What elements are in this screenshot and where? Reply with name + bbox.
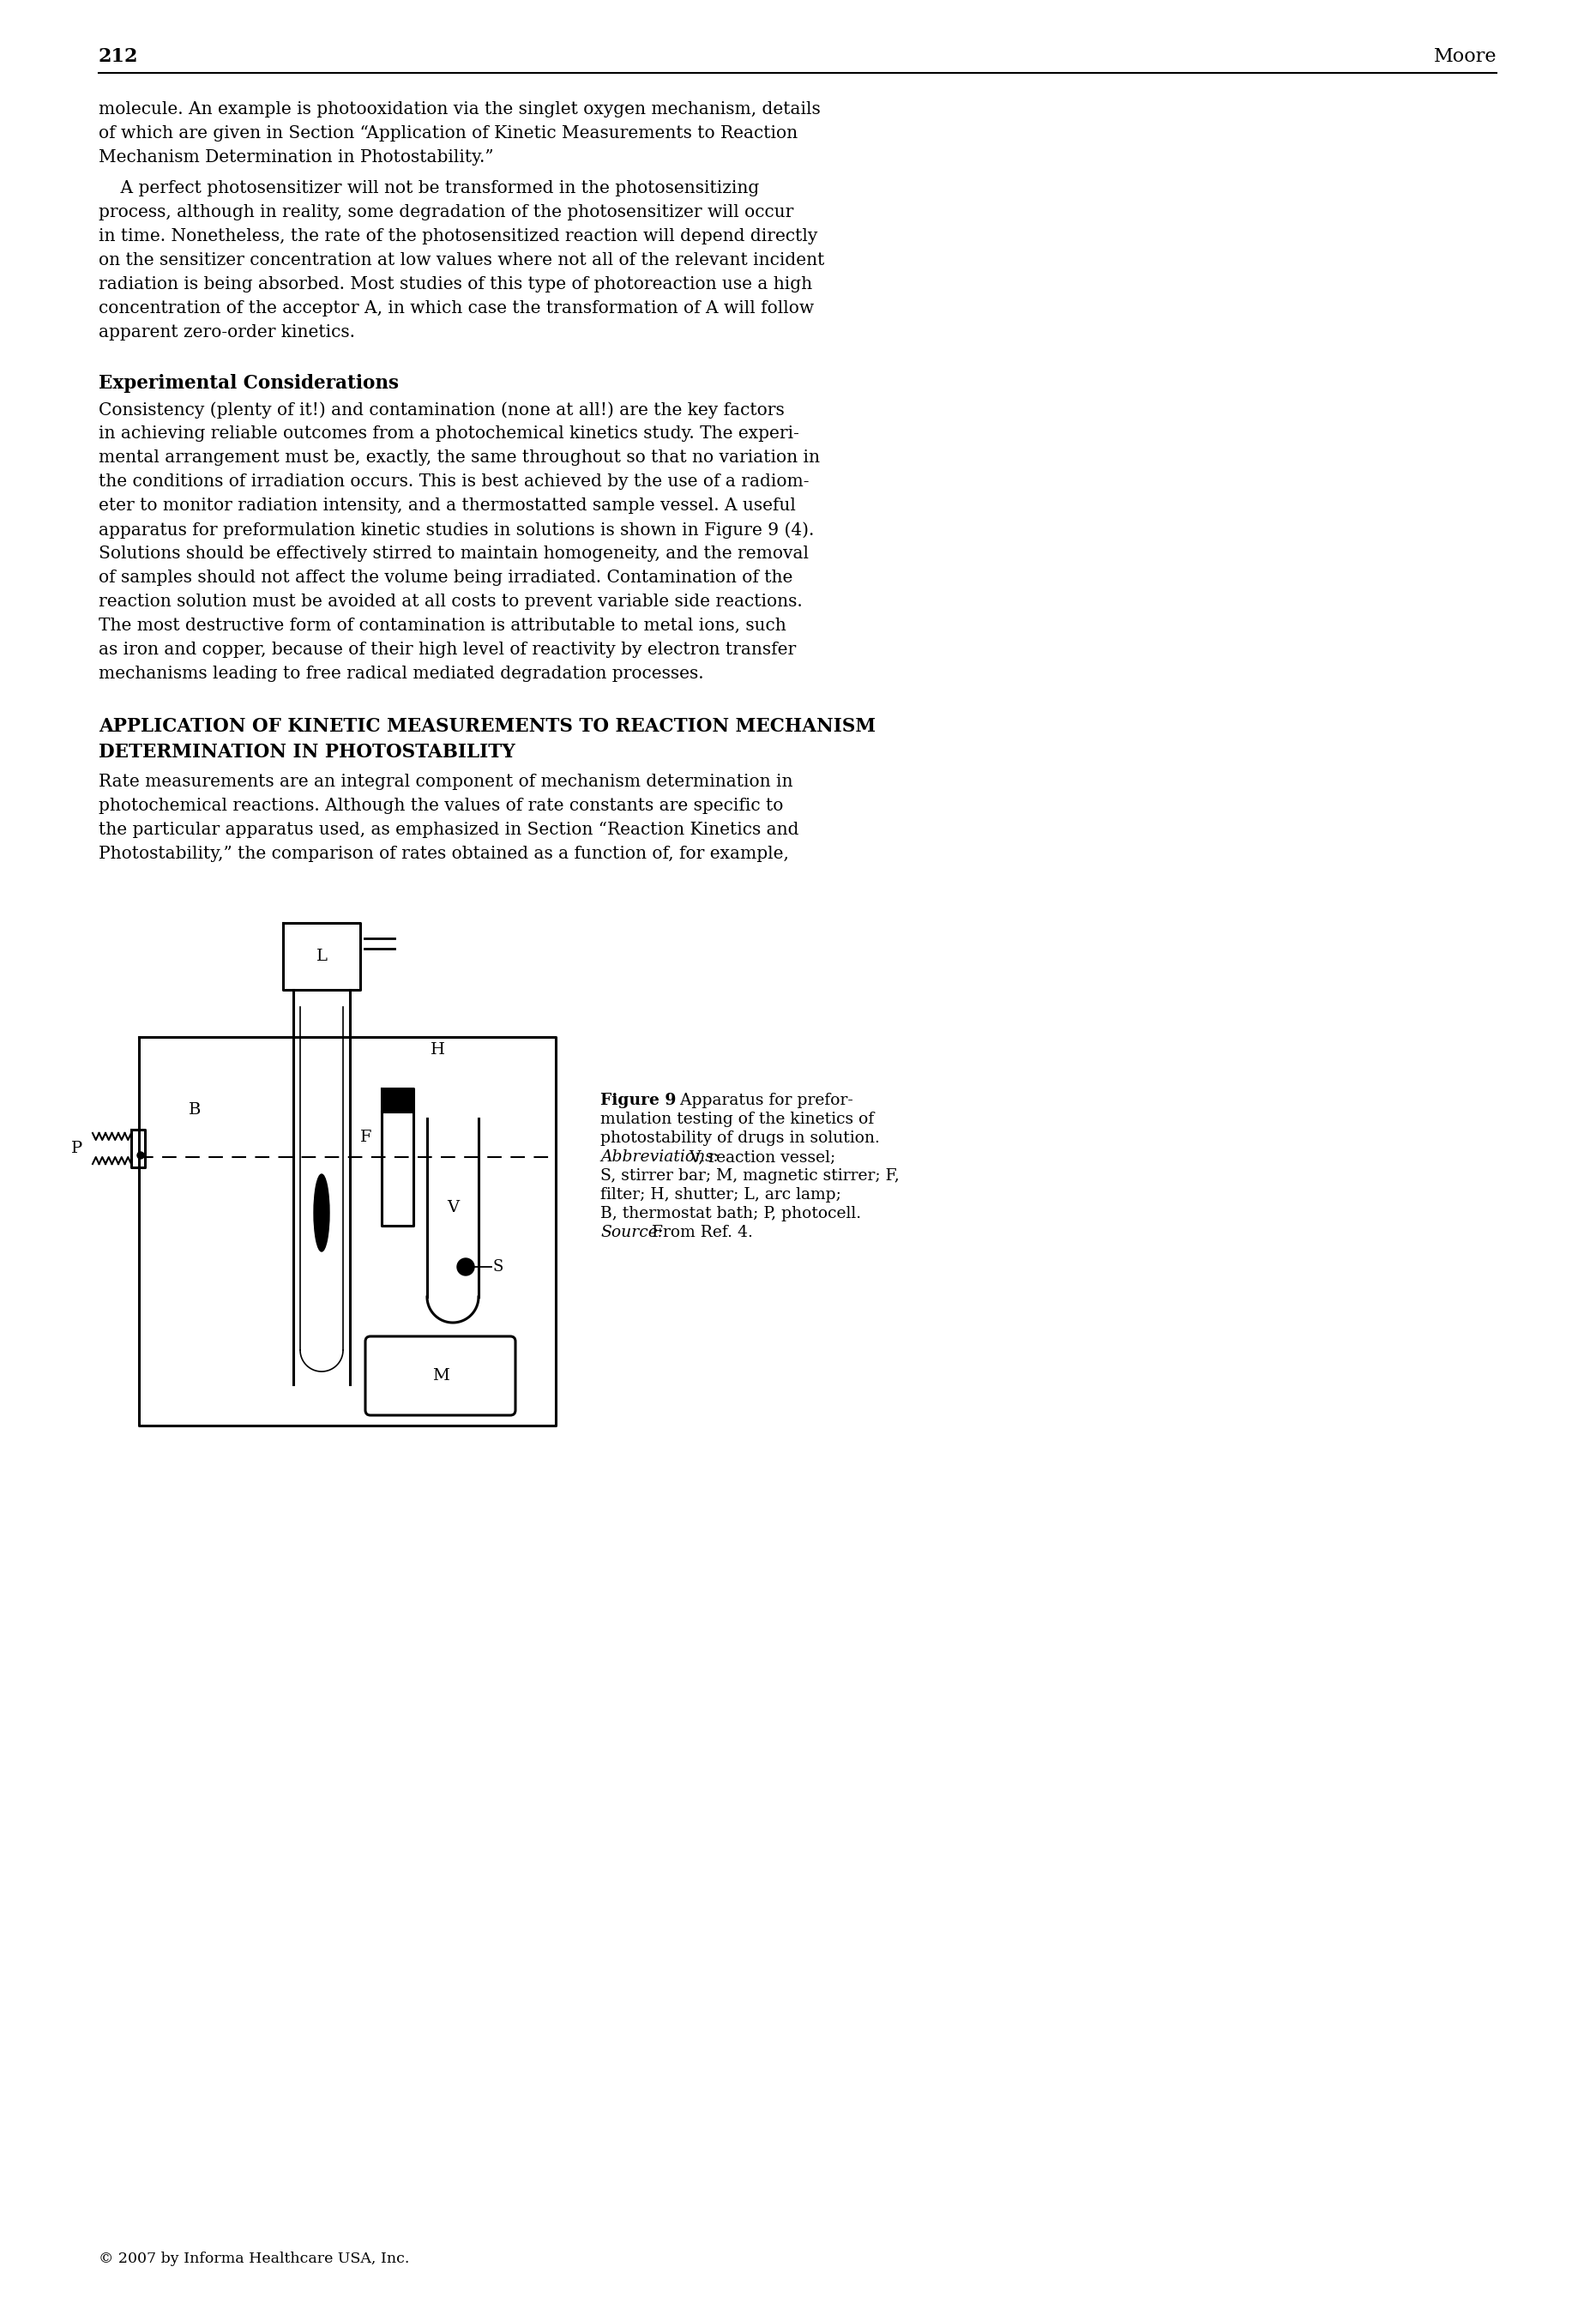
Text: H: H <box>431 1043 445 1057</box>
Text: V, reaction vessel;: V, reaction vessel; <box>685 1149 836 1165</box>
Text: Mechanism Determination in Photostability.”: Mechanism Determination in Photostabilit… <box>99 150 493 166</box>
Text: concentration of the acceptor A, in which case the transformation of A will foll: concentration of the acceptor A, in whic… <box>99 299 814 316</box>
Text: From Ref. 4.: From Ref. 4. <box>646 1225 753 1241</box>
Text: mental arrangement must be, exactly, the same throughout so that no variation in: mental arrangement must be, exactly, the… <box>99 449 820 465</box>
Text: Abbreviations:: Abbreviations: <box>600 1149 718 1165</box>
Circle shape <box>137 1152 144 1158</box>
Text: F: F <box>359 1131 372 1145</box>
Text: B, thermostat bath; P, photocell.: B, thermostat bath; P, photocell. <box>600 1207 862 1221</box>
Text: © 2007 by Informa Healthcare USA, Inc.: © 2007 by Informa Healthcare USA, Inc. <box>99 2252 410 2266</box>
Text: A perfect photosensitizer will not be transformed in the photosensitizing: A perfect photosensitizer will not be tr… <box>99 180 760 196</box>
Text: B: B <box>188 1103 201 1117</box>
Text: L: L <box>316 949 327 965</box>
Text: on the sensitizer concentration at low values where not all of the relevant inci: on the sensitizer concentration at low v… <box>99 251 825 269</box>
Text: Photostability,” the comparison of rates obtained as a function of, for example,: Photostability,” the comparison of rates… <box>99 845 788 861</box>
Text: Source:: Source: <box>600 1225 664 1241</box>
Ellipse shape <box>314 1175 329 1251</box>
Text: of which are given in Section “Application of Kinetic Measurements to Reaction: of which are given in Section “Applicati… <box>99 124 798 140</box>
Text: radiation is being absorbed. Most studies of this type of photoreaction use a hi: radiation is being absorbed. Most studie… <box>99 276 812 292</box>
Polygon shape <box>381 1089 413 1112</box>
Text: S, stirrer bar; M, magnetic stirrer; F,: S, stirrer bar; M, magnetic stirrer; F, <box>600 1168 900 1184</box>
Text: in achieving reliable outcomes from a photochemical kinetics study. The experi-: in achieving reliable outcomes from a ph… <box>99 426 800 442</box>
Text: eter to monitor radiation intensity, and a thermostatted sample vessel. A useful: eter to monitor radiation intensity, and… <box>99 497 796 514</box>
Text: in time. Nonetheless, the rate of the photosensitized reaction will depend direc: in time. Nonetheless, the rate of the ph… <box>99 228 817 244</box>
Text: the particular apparatus used, as emphasized in Section “Reaction Kinetics and: the particular apparatus used, as emphas… <box>99 822 800 838</box>
Text: the conditions of irradiation occurs. This is best achieved by the use of a radi: the conditions of irradiation occurs. Th… <box>99 474 809 491</box>
Text: Consistency (plenty of it!) and contamination (none at all!) are the key factors: Consistency (plenty of it!) and contamin… <box>99 401 785 419</box>
Text: V: V <box>447 1200 460 1216</box>
FancyBboxPatch shape <box>365 1336 516 1416</box>
Text: Rate measurements are an integral component of mechanism determination in: Rate measurements are an integral compon… <box>99 774 793 790</box>
Text: photochemical reactions. Although the values of rate constants are specific to: photochemical reactions. Although the va… <box>99 797 784 813</box>
Text: The most destructive form of contamination is attributable to metal ions, such: The most destructive form of contaminati… <box>99 617 787 633</box>
Text: mulation testing of the kinetics of: mulation testing of the kinetics of <box>600 1112 875 1126</box>
Text: S: S <box>493 1260 504 1274</box>
Text: Solutions should be effectively stirred to maintain homogeneity, and the removal: Solutions should be effectively stirred … <box>99 546 809 562</box>
Text: M: M <box>433 1368 448 1384</box>
Text: Figure 9: Figure 9 <box>600 1092 677 1108</box>
Text: Apparatus for prefor-: Apparatus for prefor- <box>664 1092 854 1108</box>
Text: Experimental Considerations: Experimental Considerations <box>99 373 399 394</box>
Text: P: P <box>72 1140 83 1156</box>
Text: apparent zero-order kinetics.: apparent zero-order kinetics. <box>99 325 354 341</box>
Text: process, although in reality, some degradation of the photosensitizer will occur: process, although in reality, some degra… <box>99 205 793 221</box>
Circle shape <box>456 1257 474 1276</box>
Text: APPLICATION OF KINETIC MEASUREMENTS TO REACTION MECHANISM: APPLICATION OF KINETIC MEASUREMENTS TO R… <box>99 716 876 737</box>
Text: DETERMINATION IN PHOTOSTABILITY: DETERMINATION IN PHOTOSTABILITY <box>99 744 516 762</box>
Text: as iron and copper, because of their high level of reactivity by electron transf: as iron and copper, because of their hig… <box>99 643 796 659</box>
Text: photostability of drugs in solution.: photostability of drugs in solution. <box>600 1131 879 1147</box>
Text: 212: 212 <box>99 46 139 67</box>
Text: Moore: Moore <box>1433 46 1497 67</box>
Text: filter; H, shutter; L, arc lamp;: filter; H, shutter; L, arc lamp; <box>600 1186 841 1202</box>
Text: molecule. An example is photooxidation via the singlet oxygen mechanism, details: molecule. An example is photooxidation v… <box>99 101 820 117</box>
Text: mechanisms leading to free radical mediated degradation processes.: mechanisms leading to free radical media… <box>99 666 704 682</box>
Text: reaction solution must be avoided at all costs to prevent variable side reaction: reaction solution must be avoided at all… <box>99 594 803 610</box>
Text: apparatus for preformulation kinetic studies in solutions is shown in Figure 9 (: apparatus for preformulation kinetic stu… <box>99 520 814 539</box>
Text: of samples should not affect the volume being irradiated. Contamination of the: of samples should not affect the volume … <box>99 569 793 585</box>
